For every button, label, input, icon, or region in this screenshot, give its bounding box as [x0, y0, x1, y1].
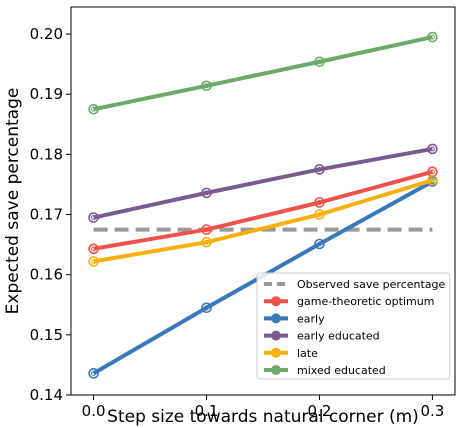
data-point-late — [201, 236, 212, 248]
y-tick-label: 0.15 — [30, 326, 63, 344]
data-point-inner-mixed-educated — [204, 83, 210, 89]
data-point-inner-game-theoretic-optimum — [204, 227, 210, 233]
data-point-inner-mixed-educated — [429, 34, 435, 40]
series-line-late — [93, 178, 433, 264]
data-point-inner-early-educated — [316, 166, 322, 172]
y-tick-label: 0.19 — [30, 85, 63, 103]
legend-label-early-educated: early educated — [297, 330, 380, 343]
data-point-inner-early — [91, 370, 97, 376]
data-point-early-educated — [88, 212, 99, 223]
x-tick-label: 0.3 — [420, 402, 444, 420]
x-axis-ticks: 0.0 0.1 0.2 0.3 — [82, 395, 444, 420]
data-point-inner-game-theoretic-optimum — [429, 169, 435, 175]
y-tick-label: 0.18 — [30, 145, 63, 163]
data-point-inner-game-theoretic-optimum — [316, 200, 322, 206]
legend-label-early: early — [297, 312, 325, 325]
legend-marker-late — [271, 347, 281, 358]
data-point-mixed-educated — [427, 31, 438, 43]
data-point-inner-late — [429, 177, 435, 183]
data-point-inner-mixed-educated — [316, 59, 322, 65]
data-point-early-educated — [427, 143, 438, 155]
data-point-game-theoretic-optimum — [314, 197, 325, 208]
data-point-early-educated — [201, 187, 212, 199]
x-tick-label: 0.1 — [195, 402, 219, 420]
y-tick-label: 0.14 — [30, 386, 63, 404]
data-point-early — [314, 238, 325, 250]
legend-marker-early-educated — [271, 330, 281, 341]
plot-area — [70, 6, 456, 396]
legend-label-observed-save-percentage: Observed save percentage — [297, 278, 446, 291]
x-tick-label: 0.2 — [308, 402, 332, 420]
y-axis-ticks: 0.14 0.15 0.16 0.17 0.18 0.19 0.20 — [30, 25, 71, 404]
data-point-inner-early-educated — [429, 146, 435, 152]
data-point-mixed-educated — [201, 80, 212, 92]
data-point-early-educated — [314, 164, 325, 175]
data-point-inner-game-theoretic-optimum — [91, 246, 97, 252]
data-point-late — [427, 174, 438, 186]
legend-box — [256, 272, 451, 380]
data-point-late — [314, 209, 325, 220]
series-line-mixed-educated — [93, 35, 433, 112]
data-point-game-theoretic-optimum — [201, 224, 212, 235]
data-point-inner-mixed-educated — [91, 106, 97, 112]
legend: Observed save percentage game-theoretic o… — [256, 272, 451, 380]
data-point-inner-early — [204, 305, 210, 311]
legend-marker-early — [271, 313, 281, 324]
data-point-inner-late — [204, 239, 210, 245]
data-point-inner-early-educated — [204, 190, 210, 196]
plot-frame — [70, 6, 456, 396]
data-point-inner-early-educated — [91, 215, 97, 221]
y-axis-title: Expected save percentage — [3, 88, 23, 315]
legend-marker-game-theoretic-optimum — [271, 296, 281, 307]
y-tick-label: 0.16 — [30, 266, 63, 284]
legend-label-mixed-educated: mixed educated — [297, 364, 386, 377]
legend-label-game-theoretic-optimum: game-theoretic optimum — [297, 295, 434, 308]
data-point-inner-late — [91, 258, 97, 264]
x-axis-title: Step size towards natural corner (m) — [107, 407, 419, 427]
data-point-mixed-educated — [88, 103, 99, 115]
data-point-game-theoretic-optimum — [88, 243, 99, 255]
legend-marker-mixed-educated — [271, 365, 281, 375]
legend-label-late: late — [297, 347, 318, 360]
x-tick-label: 0.0 — [82, 402, 106, 420]
data-point-late — [88, 256, 99, 267]
data-point-inner-early — [316, 241, 322, 247]
data-point-inner-late — [316, 212, 322, 218]
data-point-early — [88, 368, 99, 379]
y-tick-label: 0.17 — [30, 206, 63, 224]
series-line-game-theoretic-optimum — [93, 169, 433, 251]
y-tick-label: 0.20 — [30, 25, 63, 43]
data-point-mixed-educated — [314, 56, 325, 68]
series-line-early-educated — [93, 146, 433, 220]
data-point-early — [201, 302, 212, 314]
